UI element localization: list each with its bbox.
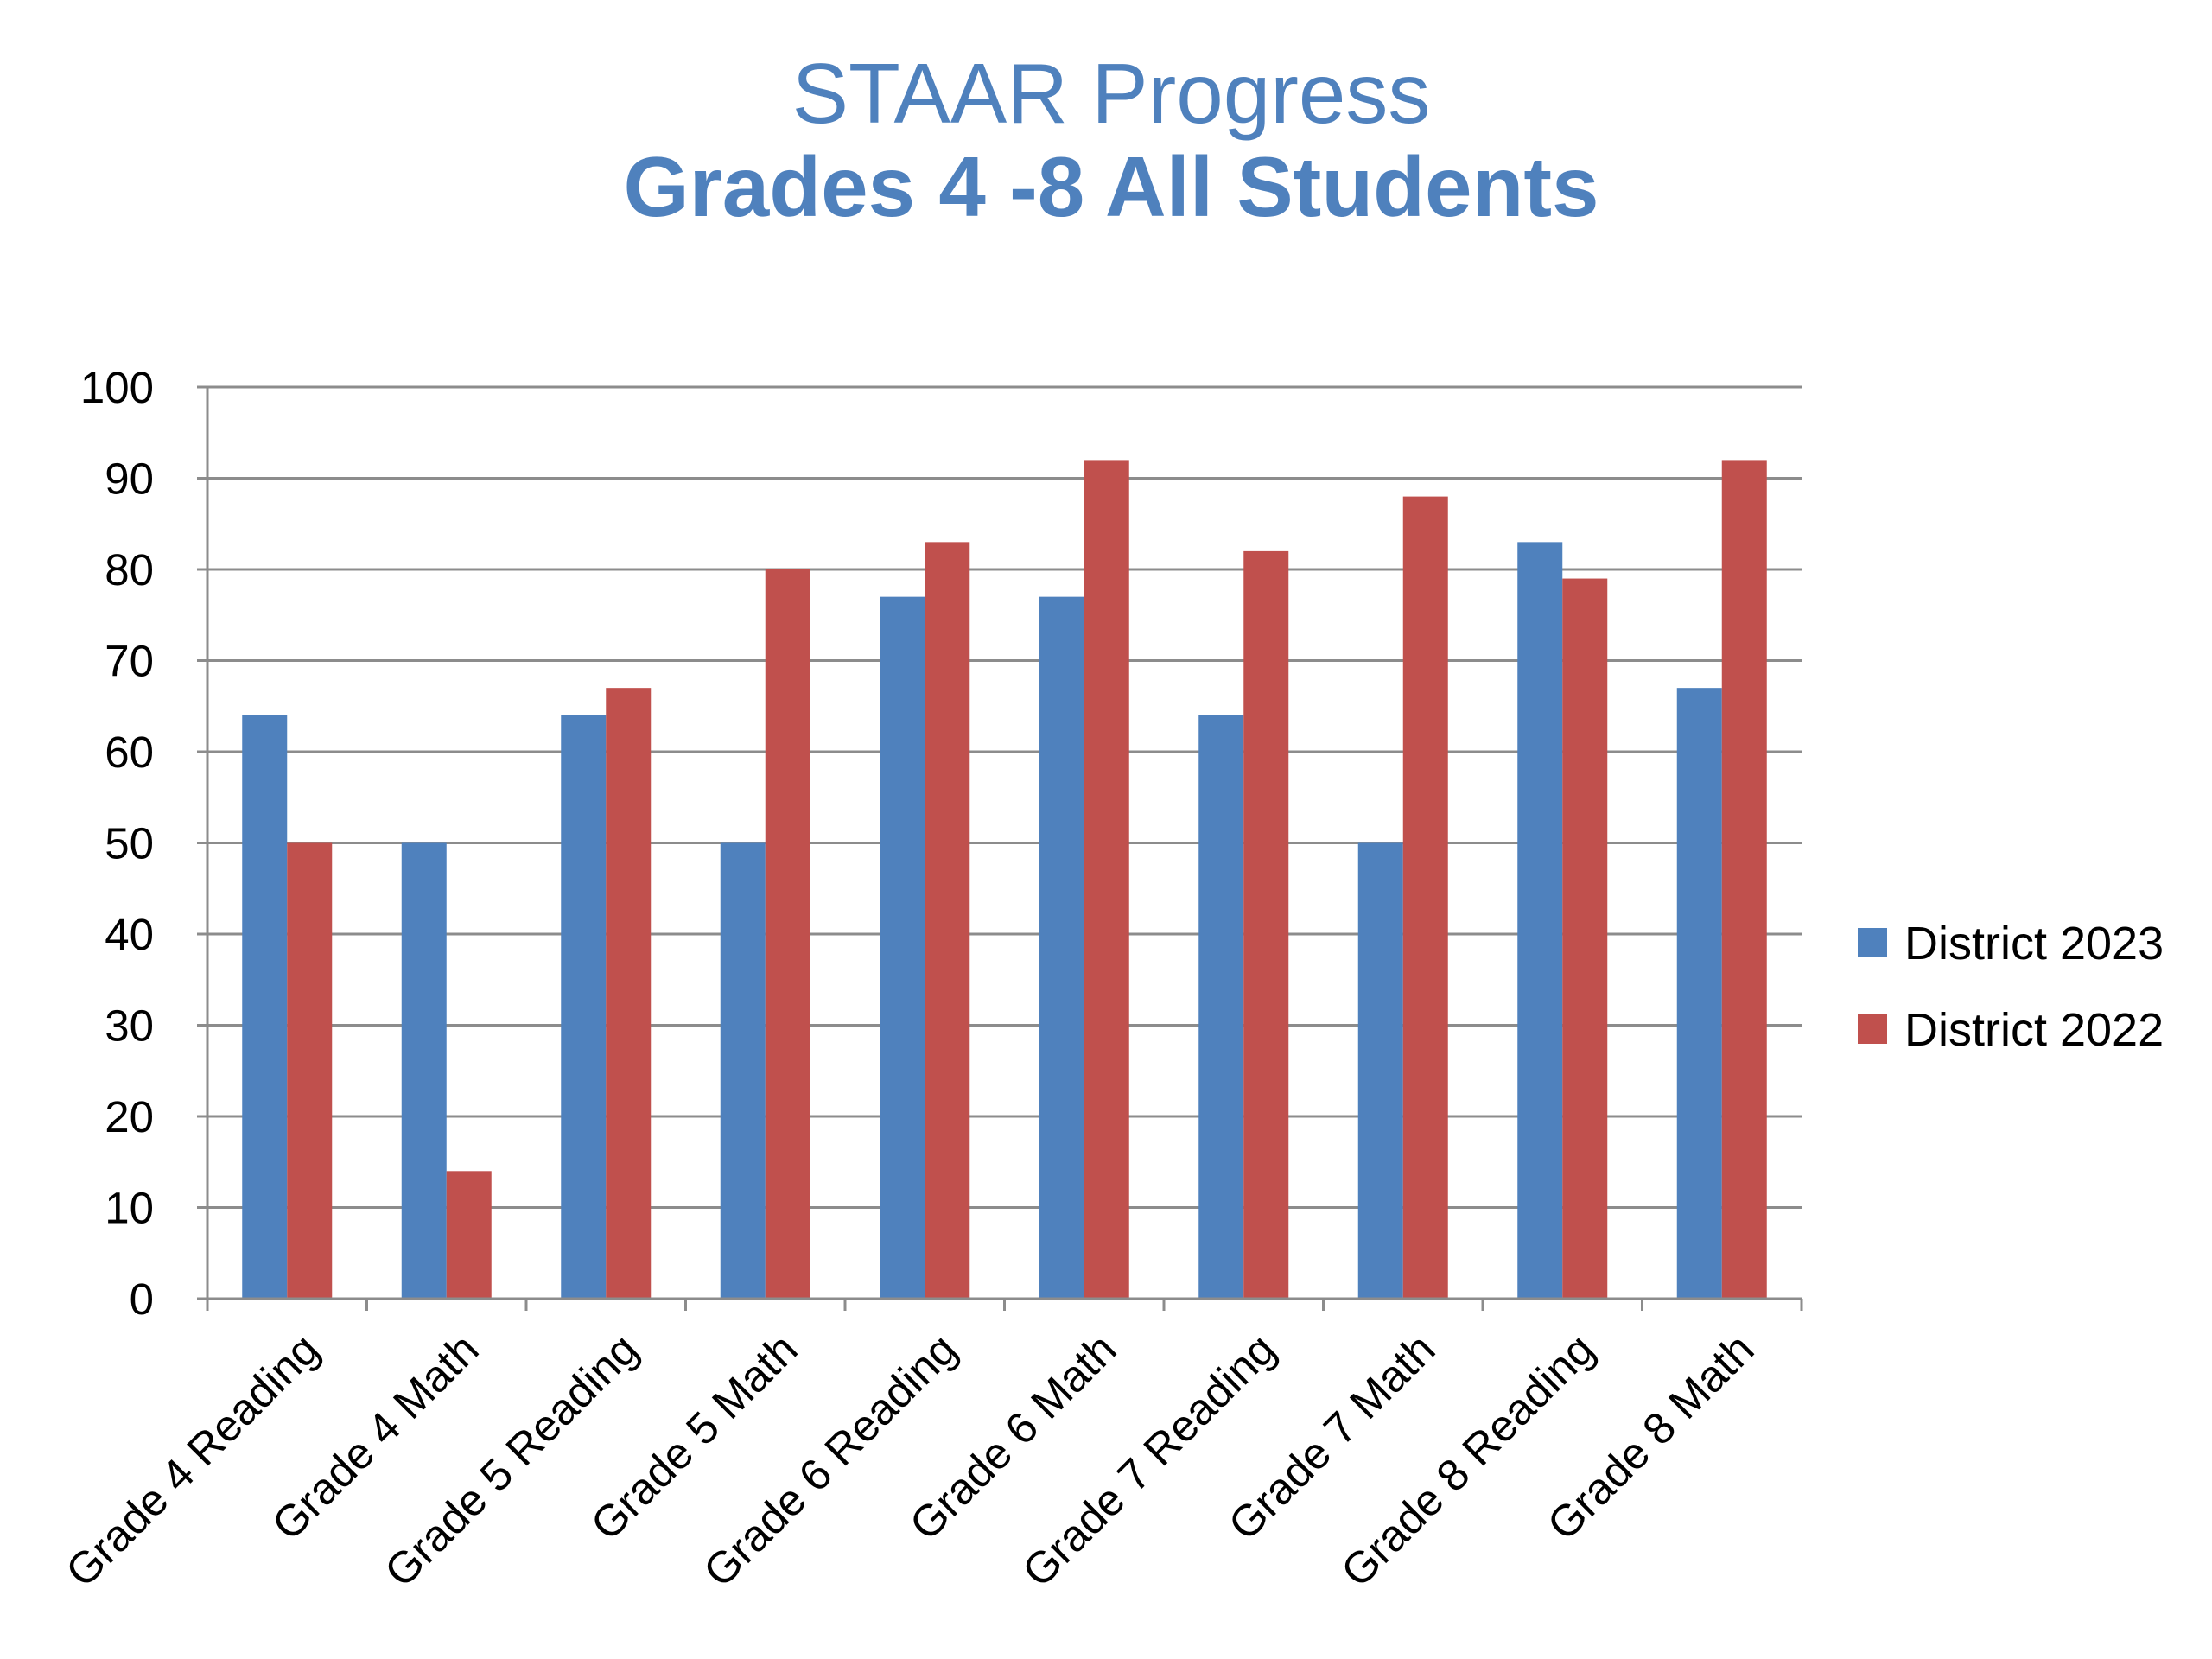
bar-district-2022 bbox=[287, 842, 333, 1299]
chart-subtitle-text: Grades 4 -8 All Students bbox=[623, 139, 1599, 234]
axes bbox=[197, 385, 1803, 1311]
bar-district-2022 bbox=[1721, 460, 1767, 1299]
legend: District 2023 District 2022 bbox=[1858, 918, 2164, 1056]
y-tick-label: 60 bbox=[105, 728, 154, 777]
y-tick-label: 30 bbox=[105, 1001, 154, 1051]
bar-district-2023 bbox=[401, 842, 447, 1299]
bar-district-2022 bbox=[606, 688, 652, 1299]
bar-district-2023 bbox=[1357, 842, 1403, 1299]
y-tick-label: 0 bbox=[130, 1274, 154, 1324]
bar-district-2022 bbox=[1402, 496, 1448, 1299]
y-tick-label: 90 bbox=[105, 454, 154, 504]
bar-district-2022 bbox=[446, 1171, 492, 1299]
bars bbox=[242, 460, 1767, 1299]
bar-district-2022 bbox=[1562, 578, 1608, 1299]
y-axis-tick-labels: 0 10 20 30 40 50 60 70 80 90 100 bbox=[80, 363, 154, 1324]
y-tick-label: 10 bbox=[105, 1184, 154, 1233]
bar-district-2023 bbox=[1676, 688, 1722, 1299]
y-tick-label: 70 bbox=[105, 637, 154, 686]
y-tick-label: 80 bbox=[105, 545, 154, 594]
bar-district-2023 bbox=[880, 596, 925, 1299]
bar-district-2022 bbox=[765, 569, 810, 1299]
bar-district-2022 bbox=[1243, 550, 1289, 1299]
bar-district-2023 bbox=[1039, 596, 1084, 1299]
bar-district-2023 bbox=[720, 842, 766, 1299]
legend-label: District 2022 bbox=[1904, 1004, 2164, 1056]
chart-title-text: STAAR Progress bbox=[792, 46, 1431, 141]
chart-title: STAAR Progress Grades 4 -8 All Students bbox=[623, 46, 1599, 234]
y-tick-label: 100 bbox=[80, 363, 154, 412]
bar-district-2023 bbox=[242, 715, 288, 1299]
bar-district-2022 bbox=[1084, 460, 1129, 1299]
legend-swatch bbox=[1858, 928, 1887, 957]
bar-district-2022 bbox=[925, 542, 970, 1299]
bar-district-2023 bbox=[1198, 715, 1244, 1299]
legend-label: District 2023 bbox=[1904, 918, 2164, 969]
y-tick-label: 40 bbox=[105, 910, 154, 959]
y-tick-label: 50 bbox=[105, 819, 154, 868]
legend-swatch bbox=[1858, 1014, 1887, 1044]
bar-district-2023 bbox=[561, 715, 607, 1299]
x-tick-label: Grade 4 Reading bbox=[56, 1324, 328, 1596]
bar-district-2023 bbox=[1517, 542, 1563, 1299]
gridlines bbox=[207, 385, 1802, 1209]
y-tick-label: 20 bbox=[105, 1092, 154, 1141]
